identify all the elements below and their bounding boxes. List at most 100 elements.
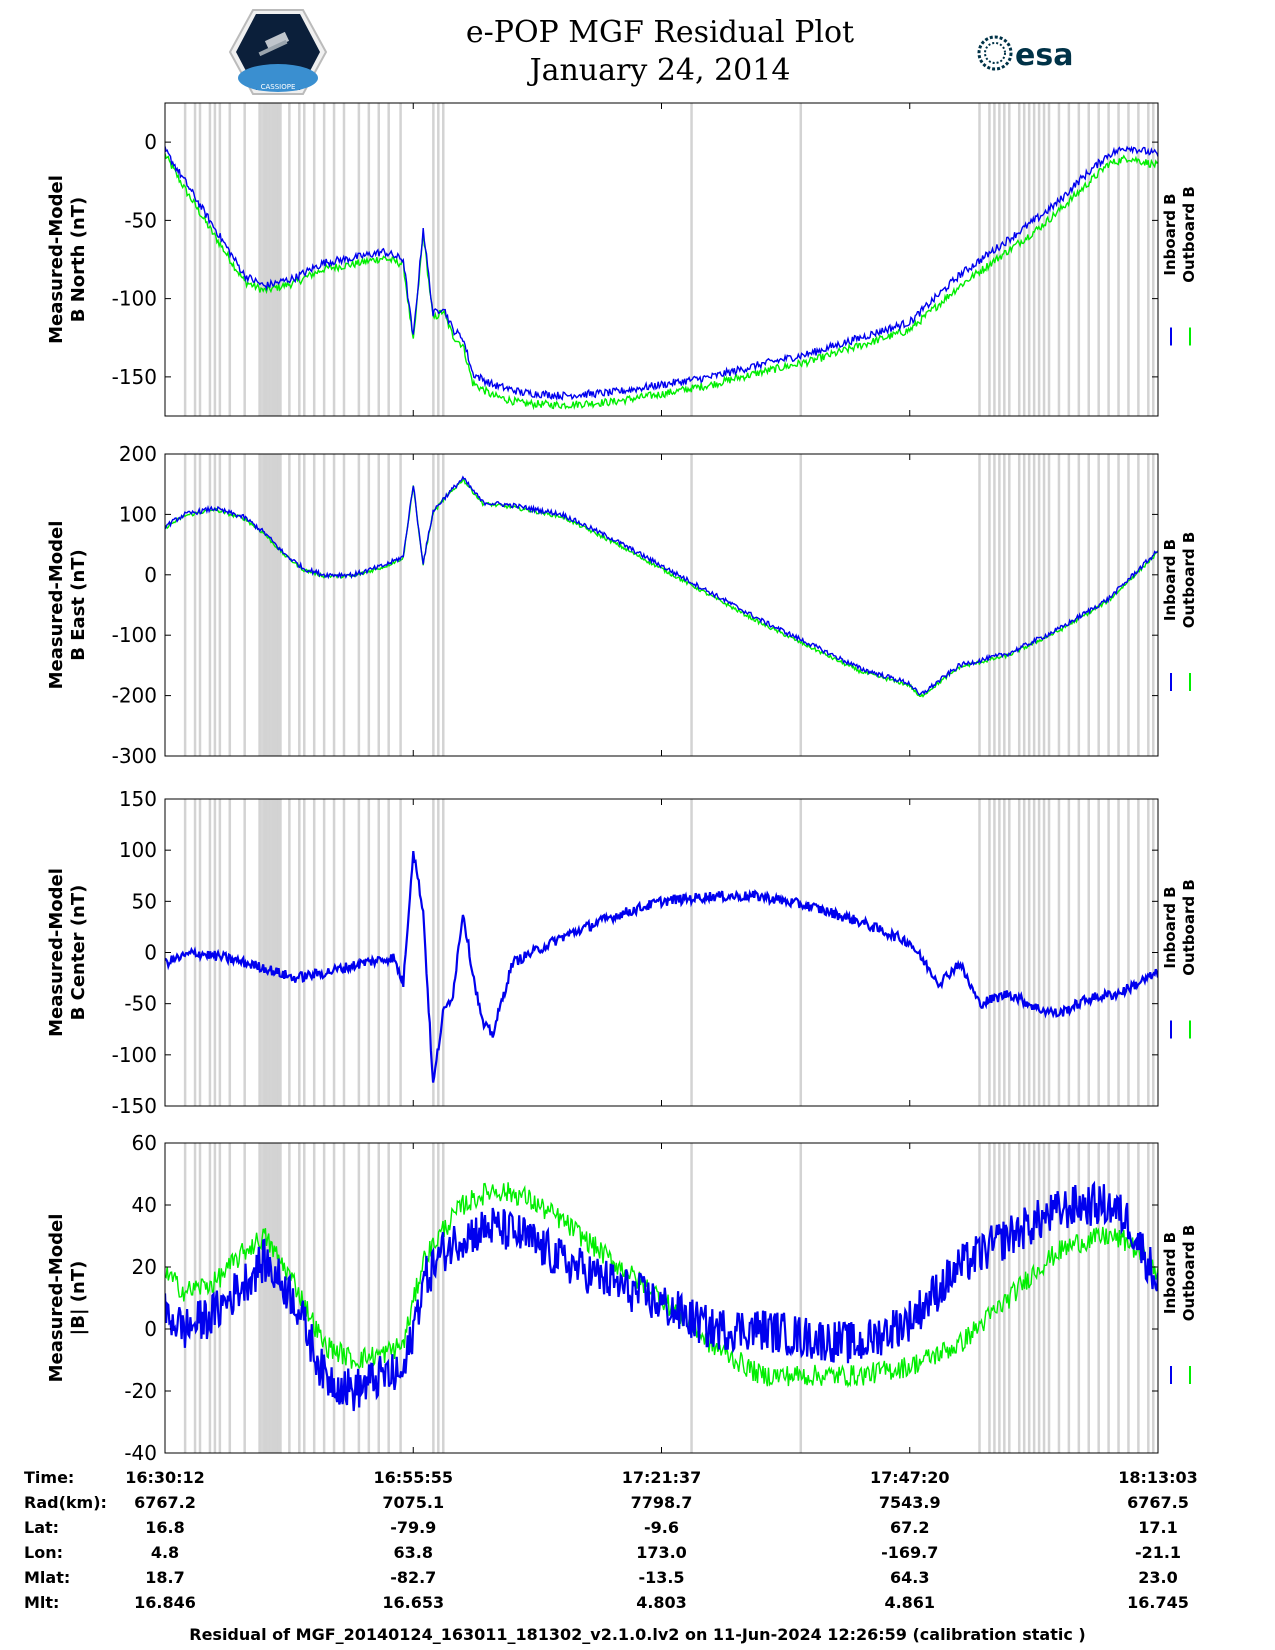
y-tick-label: -150 <box>112 365 157 389</box>
eclipse-band <box>1022 103 1026 416</box>
eclipse-band <box>1017 1143 1021 1453</box>
info-value: 6767.2 <box>134 1493 196 1512</box>
eclipse-band <box>1057 103 1061 416</box>
eclipse-band <box>988 454 991 756</box>
eclipse-band <box>1077 1143 1081 1453</box>
eclipse-band <box>1042 454 1046 756</box>
eclipse-band <box>387 799 390 1106</box>
series-inboard <box>165 475 1158 696</box>
eclipse-band <box>1152 103 1155 416</box>
eclipse-band <box>279 103 282 416</box>
eclipse-band <box>303 1143 306 1453</box>
eclipse-band <box>1047 454 1051 756</box>
eclipse-band <box>1107 103 1110 416</box>
eclipse-band <box>1032 103 1036 416</box>
eclipse-band <box>1008 454 1011 756</box>
eclipse-band <box>1027 799 1031 1106</box>
eclipse-band <box>978 454 981 756</box>
eclipse-band <box>1137 799 1140 1106</box>
eclipse-band <box>243 103 246 416</box>
eclipse-band <box>193 454 197 756</box>
y-tick-label: 0 <box>144 1317 157 1341</box>
eclipse-band <box>1152 454 1155 756</box>
eclipse-band <box>288 103 291 416</box>
eclipse-band <box>1107 454 1110 756</box>
eclipse-band <box>442 103 445 416</box>
eclipse-band <box>377 103 380 416</box>
eclipse-band <box>298 799 301 1106</box>
info-value: 7798.7 <box>630 1493 693 1512</box>
eclipse-band <box>208 1143 212 1453</box>
eclipse-band <box>218 799 222 1106</box>
y-tick-label: -150 <box>112 1094 157 1118</box>
series-outboard <box>165 479 1158 698</box>
info-label: Mlt: <box>24 1593 60 1612</box>
info-value: 63.8 <box>393 1543 433 1562</box>
eclipse-band <box>1037 1143 1041 1453</box>
eclipse-band <box>1127 799 1130 1106</box>
eclipse-band <box>1067 103 1071 416</box>
eclipse-band <box>1127 454 1130 756</box>
eclipse-band <box>1017 454 1021 756</box>
legend-outboard: Outboard B <box>1180 186 1198 283</box>
eclipse-band <box>367 1143 371 1453</box>
legend-outboard: Outboard B <box>1180 879 1198 976</box>
eclipse-band <box>1107 1143 1110 1453</box>
eclipse-band <box>1117 799 1120 1106</box>
eclipse-band <box>332 454 336 756</box>
eclipse-band <box>1117 454 1120 756</box>
eclipse-band <box>1032 1143 1036 1453</box>
info-value: 67.2 <box>890 1518 930 1537</box>
y-tick-label: -100 <box>112 1043 157 1067</box>
eclipse-band <box>1147 454 1150 756</box>
eclipse-band <box>998 1143 1001 1453</box>
eclipse-band <box>1067 1143 1071 1453</box>
eclipse-band <box>1042 799 1046 1106</box>
legend-outboard: Outboard B <box>1180 1225 1198 1322</box>
y-tick-label: -100 <box>112 287 157 311</box>
eclipse-band <box>399 454 402 756</box>
eclipse-band-wide <box>259 454 278 756</box>
eclipse-band <box>213 454 217 756</box>
plot-area <box>165 799 1158 1106</box>
eclipse-band <box>277 454 280 756</box>
eclipse-band <box>993 799 996 1106</box>
y-axis-label: Measured-ModelB East (nT) <box>46 521 89 690</box>
cassiope-mission-logo: CASSIOPE <box>228 9 328 95</box>
info-value: 7543.9 <box>878 1493 941 1512</box>
eclipse-band <box>357 1143 361 1453</box>
y-axis-label-line1: Measured-Model <box>46 175 67 344</box>
series-inboard <box>165 1180 1158 1412</box>
info-row: Mlt: 16.846 16.653 4.803 4.861 16.745 <box>0 1593 1275 1615</box>
eclipse-band <box>437 1143 440 1453</box>
eclipse-band <box>988 103 991 416</box>
y-tick-label: -20 <box>124 1379 157 1403</box>
info-value: 6767.5 <box>1127 1493 1189 1512</box>
info-label: Rad(km): <box>24 1493 107 1512</box>
eclipse-band <box>1047 103 1051 416</box>
eclipse-band <box>1087 1143 1090 1453</box>
eclipse-band <box>432 799 435 1106</box>
eclipse-band <box>213 103 217 416</box>
eclipse-band <box>432 454 435 756</box>
eclipse-band <box>322 103 326 416</box>
eclipse-band-wide <box>259 103 278 416</box>
y-tick-label: 100 <box>119 502 157 526</box>
y-tick-label: -300 <box>112 744 157 768</box>
y-tick-label: 60 <box>132 1131 157 1155</box>
eclipse-band <box>1097 799 1100 1106</box>
eclipse-band <box>277 799 280 1106</box>
y-tick-label: -50 <box>124 992 157 1016</box>
eclipse-band <box>978 103 981 416</box>
eclipse-band <box>1097 1143 1100 1453</box>
eclipse-band <box>183 1143 187 1453</box>
eclipse-band <box>1107 799 1110 1106</box>
eclipse-band <box>218 103 222 416</box>
info-value: 4.861 <box>884 1593 936 1612</box>
info-value: -82.7 <box>390 1568 437 1587</box>
eclipse-band <box>1022 799 1026 1106</box>
eclipse-band <box>1037 103 1041 416</box>
y-axis-label: Measured-Model|B| (nT) <box>46 1214 89 1383</box>
plot-area <box>165 454 1158 756</box>
